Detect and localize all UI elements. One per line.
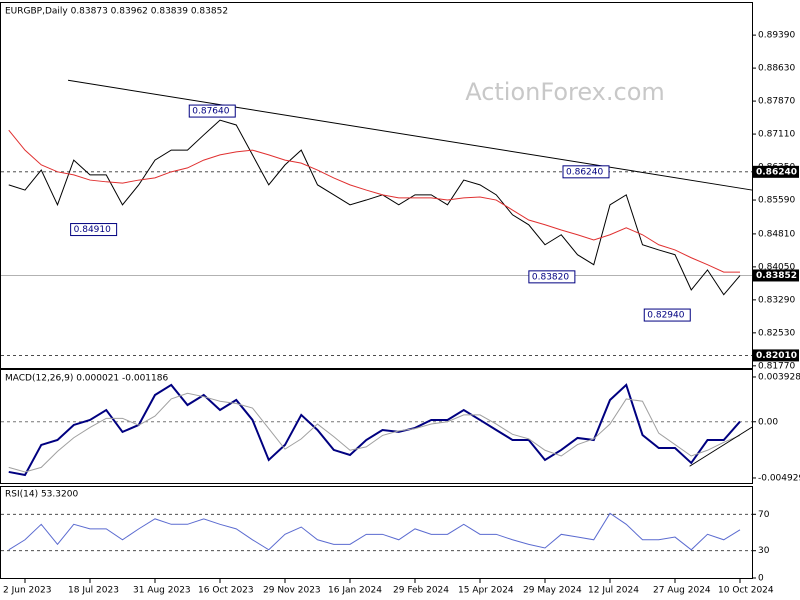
annotation-label: 0.82940	[647, 311, 684, 321]
series-line	[8, 119, 741, 296]
x-tick-label: 27 Aug 2024	[653, 586, 711, 596]
annotation-label: 0.83820	[532, 272, 569, 282]
x-tick-label: 29 May 2024	[523, 586, 582, 596]
level-label-box	[753, 269, 799, 282]
y-tick-label: 0.82530	[758, 328, 795, 338]
series-line	[8, 392, 741, 473]
x-tick-label: 16 Jan 2024	[328, 586, 382, 596]
level-label-box	[753, 165, 799, 178]
y-tick-label: 0.88630	[758, 64, 795, 74]
y-tick-label: 0.81770	[758, 361, 795, 371]
y-tick-label: 0	[758, 574, 764, 584]
annotation-label: 0.86240	[566, 167, 603, 177]
watermark: ActionForex.com	[465, 78, 665, 106]
y-tick-label: 0.84050	[758, 262, 795, 272]
panel-title: EURGBP,Daily 0.83873 0.83962 0.83839 0.8…	[5, 7, 228, 17]
macd-panel	[0, 369, 753, 484]
y-tick-label: 0.87110	[758, 130, 795, 140]
series-line	[8, 129, 740, 273]
series-line	[8, 383, 741, 477]
x-tick-label: 15 Apr 2024	[458, 586, 514, 596]
trendline	[67, 79, 753, 191]
annotation-label: 0.87640	[192, 107, 229, 117]
annotation-box	[70, 223, 118, 237]
x-tick-label: 2 Jun 2023	[3, 586, 51, 596]
annotation-box	[188, 104, 236, 118]
level-label: 0.82010	[756, 351, 797, 361]
panel-title: RSI(14) 53.3200	[5, 490, 78, 500]
y-tick-label: 0.003928	[758, 372, 800, 382]
level-label: 0.83852	[756, 271, 797, 281]
x-tick-label: 31 Aug 2023	[133, 586, 191, 596]
y-tick-label: -0.004929	[758, 473, 800, 483]
y-tick-label: 0.85590	[758, 196, 795, 206]
y-tick-label: 0.00	[758, 417, 778, 427]
y-tick-label: 0.84810	[758, 229, 795, 239]
annotation-box	[562, 165, 610, 179]
x-tick-label: 12 Jul 2024	[588, 586, 639, 596]
x-tick-label: 29 Nov 2023	[263, 586, 321, 596]
x-tick-label: 16 Oct 2023	[198, 586, 254, 596]
annotation-label: 0.84910	[74, 225, 111, 235]
series-line	[8, 512, 741, 551]
x-tick-label: 29 Feb 2024	[393, 586, 449, 596]
y-tick-label: 70	[758, 510, 770, 520]
y-tick-label: 0.89390	[758, 31, 795, 41]
rsi-panel	[0, 486, 753, 579]
annotation-box	[643, 308, 691, 322]
level-label: 0.86240	[756, 167, 797, 177]
x-tick-label: 18 Jul 2023	[68, 586, 119, 596]
level-label-box	[753, 349, 799, 362]
price-panel	[0, 2, 753, 369]
y-tick-label: 30	[758, 546, 770, 556]
y-tick-label: 0.87870	[758, 97, 795, 107]
trendline	[689, 426, 753, 467]
annotation-box	[528, 270, 576, 284]
y-tick-label: 0.83290	[758, 295, 795, 305]
panel-title: MACD(12,26,9) 0.000021 -0.001186	[5, 374, 168, 384]
x-tick-label: 10 Oct 2024	[718, 586, 774, 596]
